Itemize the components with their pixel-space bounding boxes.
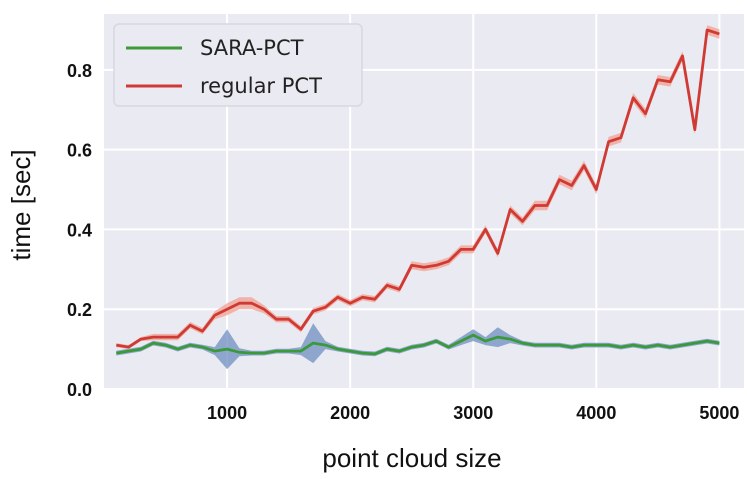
legend-label-1: regular PCT	[200, 74, 322, 98]
series-line-1	[116, 28, 720, 349]
y-tick-label: 0.4	[67, 220, 92, 240]
y-tick-label: 0.0	[67, 380, 92, 400]
x-tick-label: 3000	[453, 403, 493, 423]
y-tick-label: 0.2	[67, 300, 92, 320]
x-axis-ticks: 1000 2000 3000 4000 5000	[207, 403, 739, 423]
x-tick-label: 1000	[207, 403, 247, 423]
series-lines	[116, 28, 720, 356]
x-tick-label: 5000	[699, 403, 739, 423]
x-tick-label: 2000	[330, 403, 370, 423]
x-tick-label: 4000	[576, 403, 616, 423]
y-axis-label: time [sec]	[6, 149, 36, 260]
y-axis-ticks: 0.0 0.2 0.4 0.6 0.8	[67, 61, 92, 400]
grid	[104, 14, 744, 390]
y-tick-label: 0.8	[67, 61, 92, 81]
x-axis-label: point cloud size	[322, 443, 501, 473]
y-tick-label: 0.6	[67, 141, 92, 161]
series-line-0	[116, 333, 720, 356]
legend-label-0: SARA-PCT	[200, 36, 304, 60]
legend: SARA-PCT regular PCT	[113, 23, 363, 107]
